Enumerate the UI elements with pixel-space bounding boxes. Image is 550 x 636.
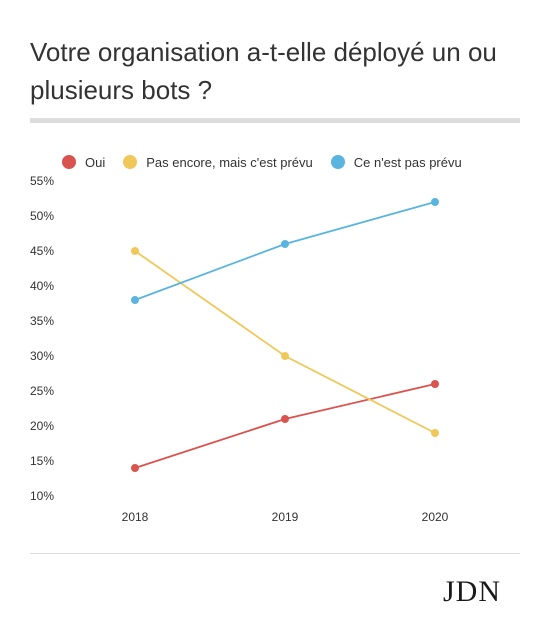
- y-tick-label: 10%: [30, 489, 54, 503]
- data-point-0-0: [131, 464, 139, 472]
- chart-legend: Oui Pas encore, mais c'est prévu Ce n'est …: [62, 152, 480, 172]
- y-tick-label: 45%: [30, 244, 54, 258]
- data-point-1-2: [431, 429, 439, 437]
- legend-item-0: Oui: [62, 155, 105, 170]
- legend-swatch-2: [330, 155, 345, 169]
- footer-divider: [30, 553, 520, 554]
- chart-title: Votre organisation a-t-elle déployé un o…: [30, 37, 497, 105]
- legend-swatch-1: [123, 155, 138, 169]
- jdn-logo: JDN: [443, 575, 502, 608]
- y-tick-label: 40%: [30, 279, 54, 293]
- y-tick-label: 25%: [30, 384, 54, 398]
- legend-swatch-0: [62, 155, 76, 169]
- series-line-0: [134, 383, 436, 469]
- data-point-0-2: [431, 380, 439, 388]
- data-point-2-1: [281, 240, 289, 248]
- series-line-1: [134, 250, 436, 434]
- data-point-1-0: [131, 247, 139, 255]
- legend-label-0: Oui: [85, 154, 106, 170]
- x-tick-label: 2019: [272, 510, 299, 524]
- y-tick-label: 15%: [30, 454, 54, 468]
- y-tick-label: 30%: [30, 349, 54, 363]
- series-line-2: [134, 201, 436, 301]
- y-tick-label: 50%: [30, 209, 54, 223]
- legend-item-2: Ce n'est pas prévu: [330, 154, 462, 170]
- legend-label-2: Ce n'est pas prévu: [353, 154, 462, 170]
- legend-item-1: Pas encore, mais c'est prévu: [123, 155, 313, 170]
- y-tick-label: 35%: [30, 314, 54, 328]
- title-divider: [30, 118, 520, 123]
- line-chart: 10% 15% 20% 25% 30% 35% 40% 45% 50% 55% 2018 2019 20…: [30, 174, 449, 524]
- data-point-1-1: [281, 352, 289, 360]
- x-tick-label: 2018: [122, 510, 149, 524]
- data-point-2-2: [431, 198, 439, 206]
- data-point-2-0: [131, 296, 139, 304]
- data-point-0-1: [281, 415, 289, 423]
- x-tick-label: 2020: [422, 510, 449, 524]
- y-tick-label: 55%: [30, 174, 54, 188]
- legend-label-1: Pas encore, mais c'est prévu: [146, 154, 313, 170]
- y-tick-label: 20%: [30, 419, 54, 433]
